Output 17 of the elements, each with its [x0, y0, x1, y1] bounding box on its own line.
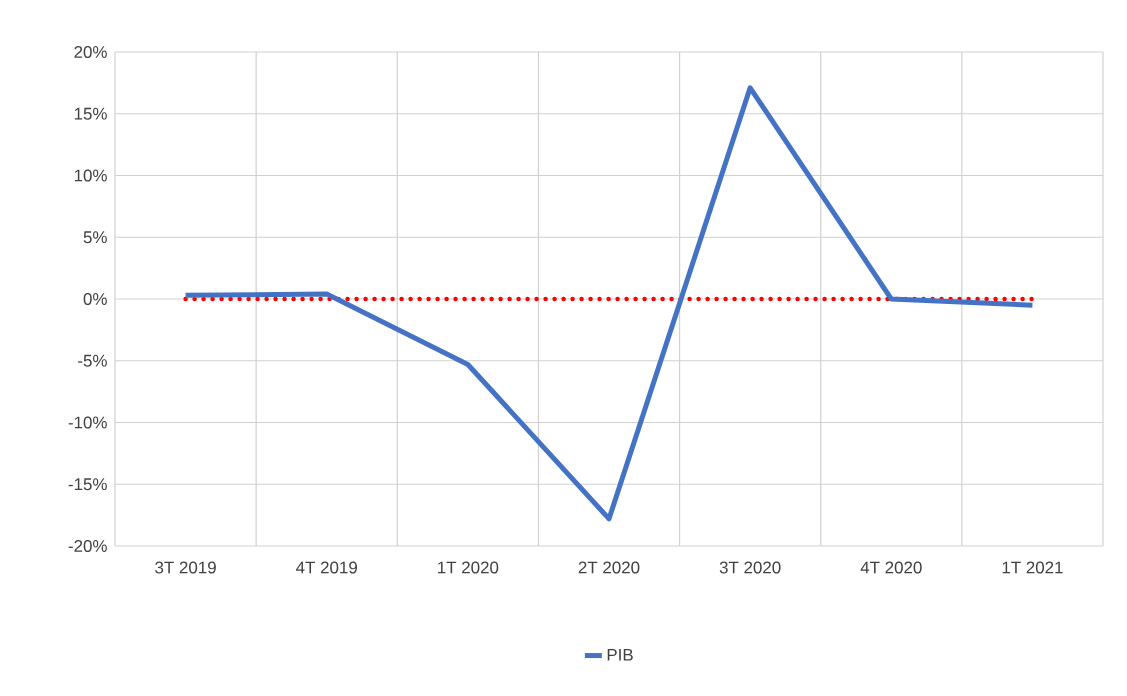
x-tick-label: 4T 2020 [860, 561, 922, 574]
x-tick-label: 2T 2020 [578, 561, 640, 574]
y-tick-label: -15% [68, 478, 107, 491]
x-tick-label: 3T 2020 [719, 561, 781, 574]
y-tick-label: 15% [74, 107, 107, 120]
y-tick-label: 0% [83, 292, 107, 305]
y-tick-label: -20% [68, 539, 107, 552]
x-tick-label: 1T 2021 [1002, 561, 1063, 574]
x-tick-label: 3T 2019 [155, 561, 216, 574]
y-tick-label: 5% [83, 231, 107, 244]
y-tick-label: -5% [78, 354, 107, 367]
legend-label: PIB [607, 648, 633, 661]
y-tick-label: -10% [68, 416, 107, 429]
x-tick-label: 1T 2020 [438, 561, 499, 574]
y-tick-label: 20% [74, 45, 107, 58]
x-tick-label: 4T 2019 [296, 561, 357, 574]
y-tick-label: 10% [74, 169, 107, 182]
